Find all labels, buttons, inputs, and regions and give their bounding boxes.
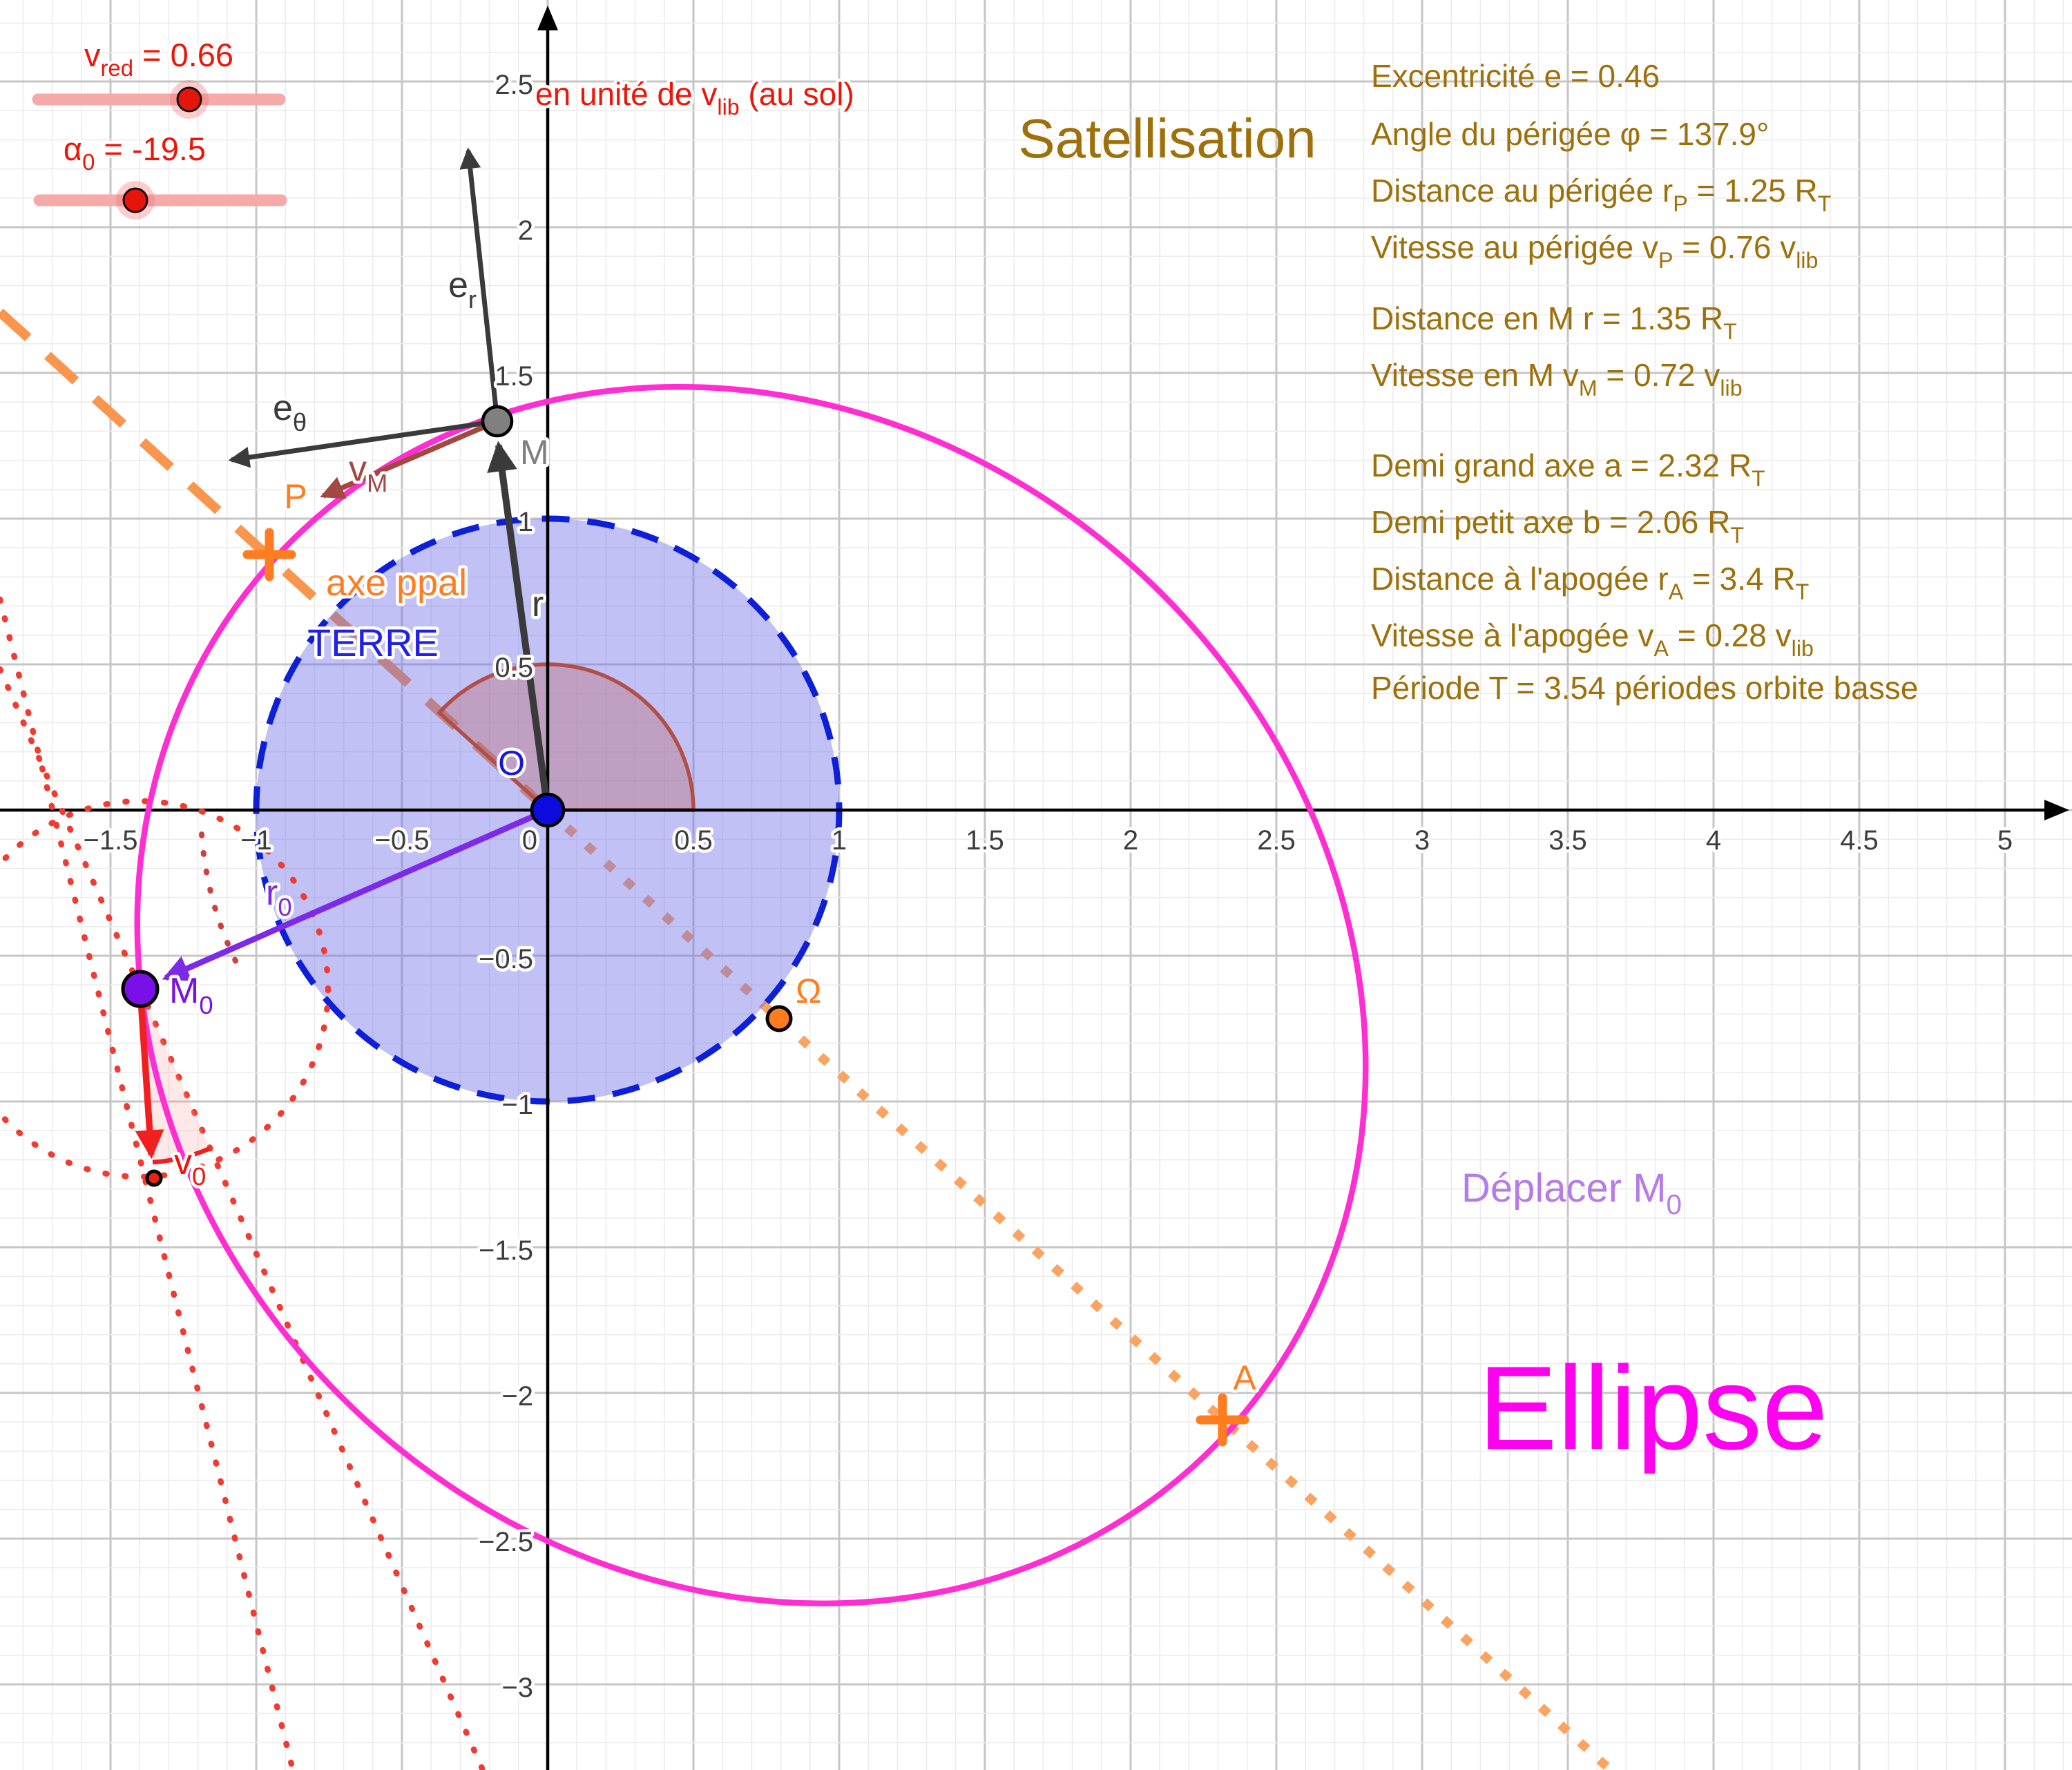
info-panel: Excentricité e = 0.46 Angle du périgée φ… — [1371, 58, 1918, 706]
point-A-label: A — [1233, 1358, 1256, 1397]
r0-vector — [162, 807, 549, 981]
x-axis-arrow-icon — [2044, 800, 2069, 820]
x-tick: 1.5 — [966, 825, 1004, 856]
info-line: Vitesse à l'apogée vA = 0.28 vlib — [1371, 617, 1814, 661]
etheta-vector — [228, 419, 498, 468]
info-line: Période T = 3.54 périodes orbite basse — [1371, 670, 1918, 706]
point-M0-label: M0 — [169, 971, 213, 1019]
y-tick: 1 — [518, 507, 533, 537]
r-vector-label: r — [532, 584, 544, 624]
info-line: Demi petit axe b = 2.06 RT — [1371, 504, 1744, 548]
point-O — [530, 792, 566, 828]
y-tick: 2.5 — [495, 70, 533, 100]
er-vector-label: er — [448, 265, 477, 314]
axe-ppal-label: axe ppal — [326, 562, 467, 604]
local-horizon-dotted-line — [0, 666, 486, 1770]
terre-label: TERRE — [307, 621, 439, 664]
perigee-angle-sector — [437, 662, 696, 812]
x-tick: 2.5 — [1257, 825, 1296, 856]
page-title: Satellisation — [1018, 108, 1316, 169]
y-tick: 2 — [518, 215, 533, 246]
vred-slider[interactable]: vred = 0.66 — [32, 34, 286, 119]
info-line: Vitesse au périgée vP = 0.76 vlib — [1371, 229, 1818, 273]
y-tick: −1.5 — [479, 1235, 533, 1266]
x-tick: 5 — [1997, 825, 2013, 856]
x-tick: 2 — [1123, 825, 1138, 856]
point-M-label: M — [520, 433, 549, 472]
y-tick: −3 — [501, 1673, 533, 1703]
y-tick: 1.5 — [495, 361, 533, 392]
info-line: Distance au périgée rP = 1.25 RT — [1371, 173, 1831, 216]
vlib-unit-note: en unité de vlib (au sol) — [535, 76, 854, 119]
v0-vector — [135, 988, 164, 1160]
x-tick: −1.5 — [84, 825, 138, 856]
x-tick: 0.5 — [674, 825, 713, 856]
y-tick-labels: 2.5 2 1.5 1 0.5 −0.5 −1 −1.5 −2 −2.5 −3 — [476, 67, 537, 1706]
info-line: Vitesse en M vM = 0.72 vlib — [1371, 357, 1743, 401]
info-line: Distance à l'apogée rA = 3.4 RT — [1371, 561, 1809, 604]
info-line: Distance en M r = 1.35 RT — [1371, 300, 1737, 344]
vm-vector-label: vM — [349, 449, 387, 497]
x-tick: −1 — [240, 825, 272, 856]
axe-ppal-dotted-line — [544, 807, 1614, 1770]
point-P — [242, 528, 296, 581]
x-tick: 0 — [522, 825, 537, 856]
r-vector — [487, 441, 551, 811]
vred-slider-label: vred = 0.66 — [84, 37, 233, 81]
steep-dotted-line — [0, 596, 296, 1770]
point-omega-label: Ω — [796, 972, 821, 1010]
point-M0[interactable] — [121, 970, 160, 1008]
info-line: Demi grand axe a = 2.32 RT — [1371, 448, 1765, 491]
point-M[interactable] — [481, 405, 514, 438]
etheta-vector-label: eθ — [273, 388, 307, 436]
x-tick: 4 — [1706, 825, 1721, 856]
y-tick: −2.5 — [479, 1527, 533, 1557]
er-vector — [459, 147, 500, 422]
info-line: Excentricité e = 0.46 — [1371, 58, 1660, 94]
alpha0-slider[interactable]: α0 = -19.5 — [33, 128, 287, 220]
x-tick-labels: −1.5 −1 −0.5 0 0.5 1 1.5 2 2.5 3 3.5 4 4… — [80, 823, 2016, 859]
vm-vector — [320, 419, 499, 499]
r0-vector-label: r0 — [266, 873, 292, 921]
alpha0-angle-wedge — [140, 989, 210, 1162]
x-tick: −0.5 — [375, 825, 430, 856]
v0-tip-point — [145, 1169, 163, 1187]
alpha0-slider-handle[interactable] — [122, 187, 148, 213]
deplacer-m0-hint: Déplacer M0 — [1461, 1166, 1682, 1220]
alpha0-slider-label: α0 = -19.5 — [64, 131, 206, 175]
point-P-label: P — [284, 477, 307, 516]
theta-arc-dotted — [199, 831, 244, 976]
vred-slider-handle[interactable] — [176, 86, 202, 113]
y-tick: −1 — [501, 1090, 533, 1120]
x-tick: 3 — [1414, 825, 1430, 856]
x-tick: 1 — [832, 825, 847, 856]
velocity-circle-dotted — [0, 798, 332, 1180]
y-tick: −0.5 — [479, 944, 533, 974]
info-line: Angle du périgée φ = 137.9° — [1371, 116, 1769, 152]
point-O-label: O — [498, 744, 525, 782]
x-tick: 3.5 — [1548, 825, 1587, 856]
y-tick: 0.5 — [495, 653, 533, 683]
y-tick: −2 — [501, 1381, 533, 1412]
point-A — [1196, 1393, 1249, 1447]
x-tick: 4.5 — [1840, 825, 1879, 856]
v0-vector-label: v0 — [174, 1142, 206, 1191]
point-omega — [765, 1005, 793, 1032]
y-axis-arrow-icon — [537, 6, 558, 30]
ellipse-word: Ellipse — [1478, 1342, 1828, 1474]
